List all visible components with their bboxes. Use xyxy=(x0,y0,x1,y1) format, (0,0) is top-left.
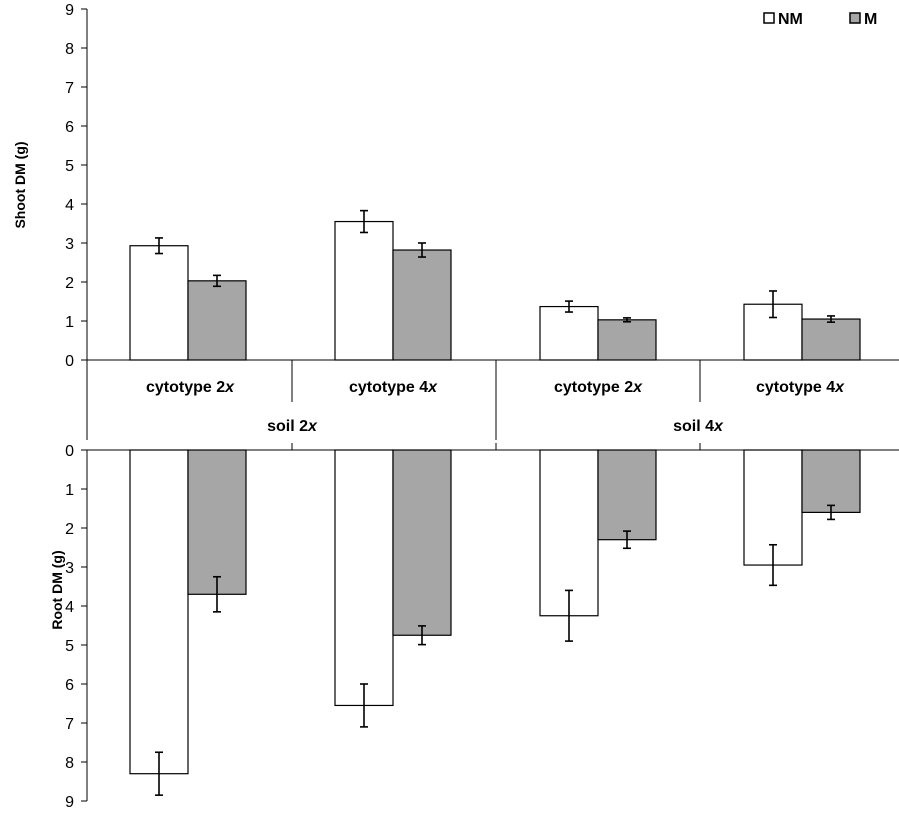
root-bar-m xyxy=(801,449,861,514)
shoot-tick-label: 0 xyxy=(65,353,74,370)
category-labels: cytotype 2x cytotype 4x cytotype 2x cyto… xyxy=(146,379,845,435)
root-error-bar xyxy=(360,683,368,728)
shoot-error-bar xyxy=(155,237,163,255)
root-bar-m xyxy=(597,449,657,541)
root-error-bar xyxy=(827,504,835,521)
root-error-bar xyxy=(769,543,777,587)
root-tick-label: 1 xyxy=(65,482,74,499)
shoot-error-bar xyxy=(827,315,835,323)
shoot-tick-label: 2 xyxy=(65,275,74,292)
root-error-bar xyxy=(213,575,221,613)
root-error-bar xyxy=(565,589,573,642)
cytotype-label: cytotype 2x xyxy=(554,379,643,396)
shoot-error-bar xyxy=(418,242,426,258)
shoot-tick-label: 5 xyxy=(65,158,74,175)
shoot-bar-m xyxy=(801,318,861,361)
root-tick-label: 9 xyxy=(65,794,74,811)
shoot-bar-nm xyxy=(334,220,394,361)
root-error-bar xyxy=(623,530,631,550)
shoot-error-bar xyxy=(623,317,631,323)
root-tick-label: 0 xyxy=(65,443,74,460)
shoot-tick-label: 7 xyxy=(65,80,74,97)
shoot-error-bar xyxy=(565,300,573,313)
soil-label: soil 2x xyxy=(267,418,318,435)
legend-swatch-nm xyxy=(763,12,775,24)
category-separators xyxy=(86,360,701,450)
shoot-bar-m xyxy=(597,319,657,361)
root-panel: 0 1 2 3 4 5 6 7 8 9 xyxy=(65,443,899,811)
soil-label: soil 4x xyxy=(673,418,724,435)
shoot-tick-label: 6 xyxy=(65,119,74,136)
shoot-error-bar xyxy=(360,209,368,234)
root-bar-nm xyxy=(334,449,394,707)
root-tick-label: 4 xyxy=(65,599,74,616)
legend-label-m: M xyxy=(864,11,877,28)
shoot-tick-label: 9 xyxy=(65,2,74,19)
shoot-tick-label: 3 xyxy=(65,236,74,253)
shoot-error-bar xyxy=(213,274,221,288)
shoot-tick-label: 1 xyxy=(65,314,74,331)
cytotype-label: cytotype 4x xyxy=(756,379,845,396)
root-error-bar xyxy=(155,751,163,796)
root-tick-label: 6 xyxy=(65,677,74,694)
cytotype-label: cytotype 4x xyxy=(349,379,438,396)
root-tick-label: 7 xyxy=(65,716,74,733)
shoot-tick-label: 4 xyxy=(65,197,74,214)
root-tick-label: 3 xyxy=(65,560,74,577)
shoot-bar-m xyxy=(392,249,452,361)
root-bar-m xyxy=(187,449,247,595)
shoot-panel: 0 1 2 3 4 5 6 7 8 9 xyxy=(65,2,899,370)
legend-swatch-m xyxy=(849,12,861,24)
root-tick-label: 5 xyxy=(65,638,74,655)
root-tick-label: 2 xyxy=(65,521,74,538)
shoot-tick-label: 8 xyxy=(65,41,74,58)
root-bar-nm xyxy=(129,449,189,775)
shoot-bar-nm xyxy=(129,245,189,361)
shoot-bar-m xyxy=(187,280,247,361)
root-bar-m xyxy=(392,449,452,636)
legend: NM M xyxy=(763,11,877,28)
root-tick-label: 8 xyxy=(65,755,74,772)
root-error-bar xyxy=(418,625,426,646)
cytotype-label: cytotype 2x xyxy=(146,379,235,396)
shoot-bar-nm xyxy=(539,305,599,361)
root-y-axis-label: Root DM (g) xyxy=(49,550,65,629)
shoot-y-axis-label: Shoot DM (g) xyxy=(12,141,28,228)
legend-label-nm: NM xyxy=(778,11,803,28)
shoot-error-bar xyxy=(769,290,777,319)
